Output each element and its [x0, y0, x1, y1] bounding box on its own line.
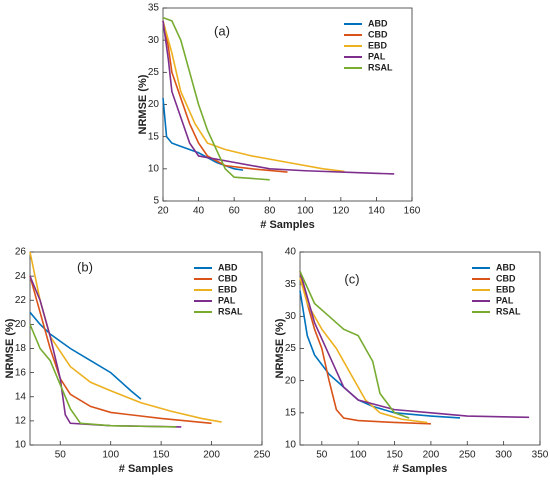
y-tick-label: 5: [153, 196, 159, 207]
x-axis-label: # Samples: [260, 219, 314, 231]
legend-label: PAL: [218, 295, 236, 305]
annotation: (a): [214, 23, 230, 38]
x-tick-label: 300: [495, 450, 512, 461]
y-axis-label: NRMSE (%): [274, 318, 286, 378]
x-tick-label: 80: [264, 206, 276, 217]
data-line: [29, 275, 212, 425]
x-axis-label: # Samples: [393, 463, 447, 475]
y-tick-label: 24: [15, 271, 27, 282]
legend-label: PAL: [496, 295, 514, 305]
axes-box: [162, 7, 413, 202]
annotation: (b): [77, 259, 93, 274]
y-tick-label: 20: [148, 99, 160, 110]
y-tick-label: 12: [15, 416, 27, 427]
x-tick-label: 120: [333, 206, 350, 217]
subplot: 20 40 60 80 100 120 140 160 5 10 15 20 25 30 35 # Sampl…: [137, 3, 421, 231]
subplot: 50 100 150 200 250 300 350 10 15 20 25 30 35 40 # Samp…: [274, 247, 549, 475]
x-tick-label: 100: [297, 206, 314, 217]
x-tick-label: 150: [153, 450, 170, 461]
subplot: 50 100 150 200 250 10 12 14 16 18 20 22 24 26 # Sample…: [4, 247, 271, 475]
x-tick-label: 250: [459, 450, 476, 461]
y-tick-label: 25: [285, 343, 297, 354]
data-line: [29, 324, 177, 428]
legend-label: EBD: [368, 40, 388, 50]
x-axis-label: # Samples: [119, 463, 173, 475]
x-tick-label: 50: [316, 450, 328, 461]
legend-label: RSAL: [218, 306, 243, 316]
x-tick-label: 200: [203, 450, 220, 461]
x-tick-label: 100: [102, 450, 119, 461]
x-tick-label: 60: [229, 206, 241, 217]
y-tick-label: 25: [148, 67, 160, 78]
y-tick-label: 15: [148, 131, 160, 142]
legend-label: PAL: [368, 51, 386, 61]
data-line: [299, 270, 410, 419]
legend-label: CBD: [368, 29, 388, 39]
y-axis-label: NRMSE (%): [4, 318, 16, 378]
legend-label: CBD: [496, 273, 516, 283]
data-line: [162, 20, 395, 175]
y-tick-label: 15: [285, 407, 297, 418]
annotation: (c): [344, 271, 359, 286]
y-tick-label: 26: [15, 247, 27, 258]
x-tick-label: 250: [254, 450, 271, 461]
y-tick-label: 30: [285, 311, 297, 322]
x-tick-label: 100: [350, 450, 367, 461]
legend-label: RSAL: [496, 306, 521, 316]
data-line: [299, 271, 431, 425]
data-line: [162, 20, 288, 173]
y-tick-label: 18: [15, 343, 27, 354]
x-tick-label: 40: [193, 206, 205, 217]
y-tick-label: 30: [148, 35, 160, 46]
y-tick-label: 35: [285, 279, 297, 290]
x-tick-label: 160: [404, 206, 421, 217]
y-axis-label: NRMSE (%): [137, 74, 149, 134]
legend-label: ABD: [496, 262, 516, 272]
legend-label: ABD: [218, 262, 238, 272]
x-tick-label: 50: [55, 450, 67, 461]
data-line: [162, 20, 345, 173]
y-tick-label: 16: [15, 367, 27, 378]
y-tick-label: 10: [285, 440, 297, 451]
x-tick-label: 150: [386, 450, 403, 461]
legend-label: CBD: [218, 273, 238, 283]
x-tick-label: 350: [532, 450, 549, 461]
y-tick-label: 10: [15, 440, 27, 451]
x-tick-label: 200: [423, 450, 440, 461]
data-line: [162, 97, 244, 171]
legend-label: RSAL: [368, 62, 393, 72]
data-line: [299, 271, 530, 419]
axes-box: [29, 251, 263, 446]
data-line: [162, 16, 270, 181]
y-tick-label: 14: [15, 391, 27, 402]
legend-label: EBD: [218, 284, 238, 294]
y-tick-label: 22: [15, 295, 27, 306]
x-tick-label: 140: [368, 206, 385, 217]
y-tick-label: 35: [148, 3, 160, 14]
y-tick-label: 40: [285, 247, 297, 258]
y-tick-label: 20: [285, 375, 297, 386]
y-tick-label: 10: [148, 163, 160, 174]
x-tick-label: 20: [157, 206, 169, 217]
data-line: [29, 311, 142, 400]
legend-label: ABD: [368, 18, 388, 28]
y-tick-label: 20: [15, 319, 27, 330]
legend-label: EBD: [496, 284, 516, 294]
